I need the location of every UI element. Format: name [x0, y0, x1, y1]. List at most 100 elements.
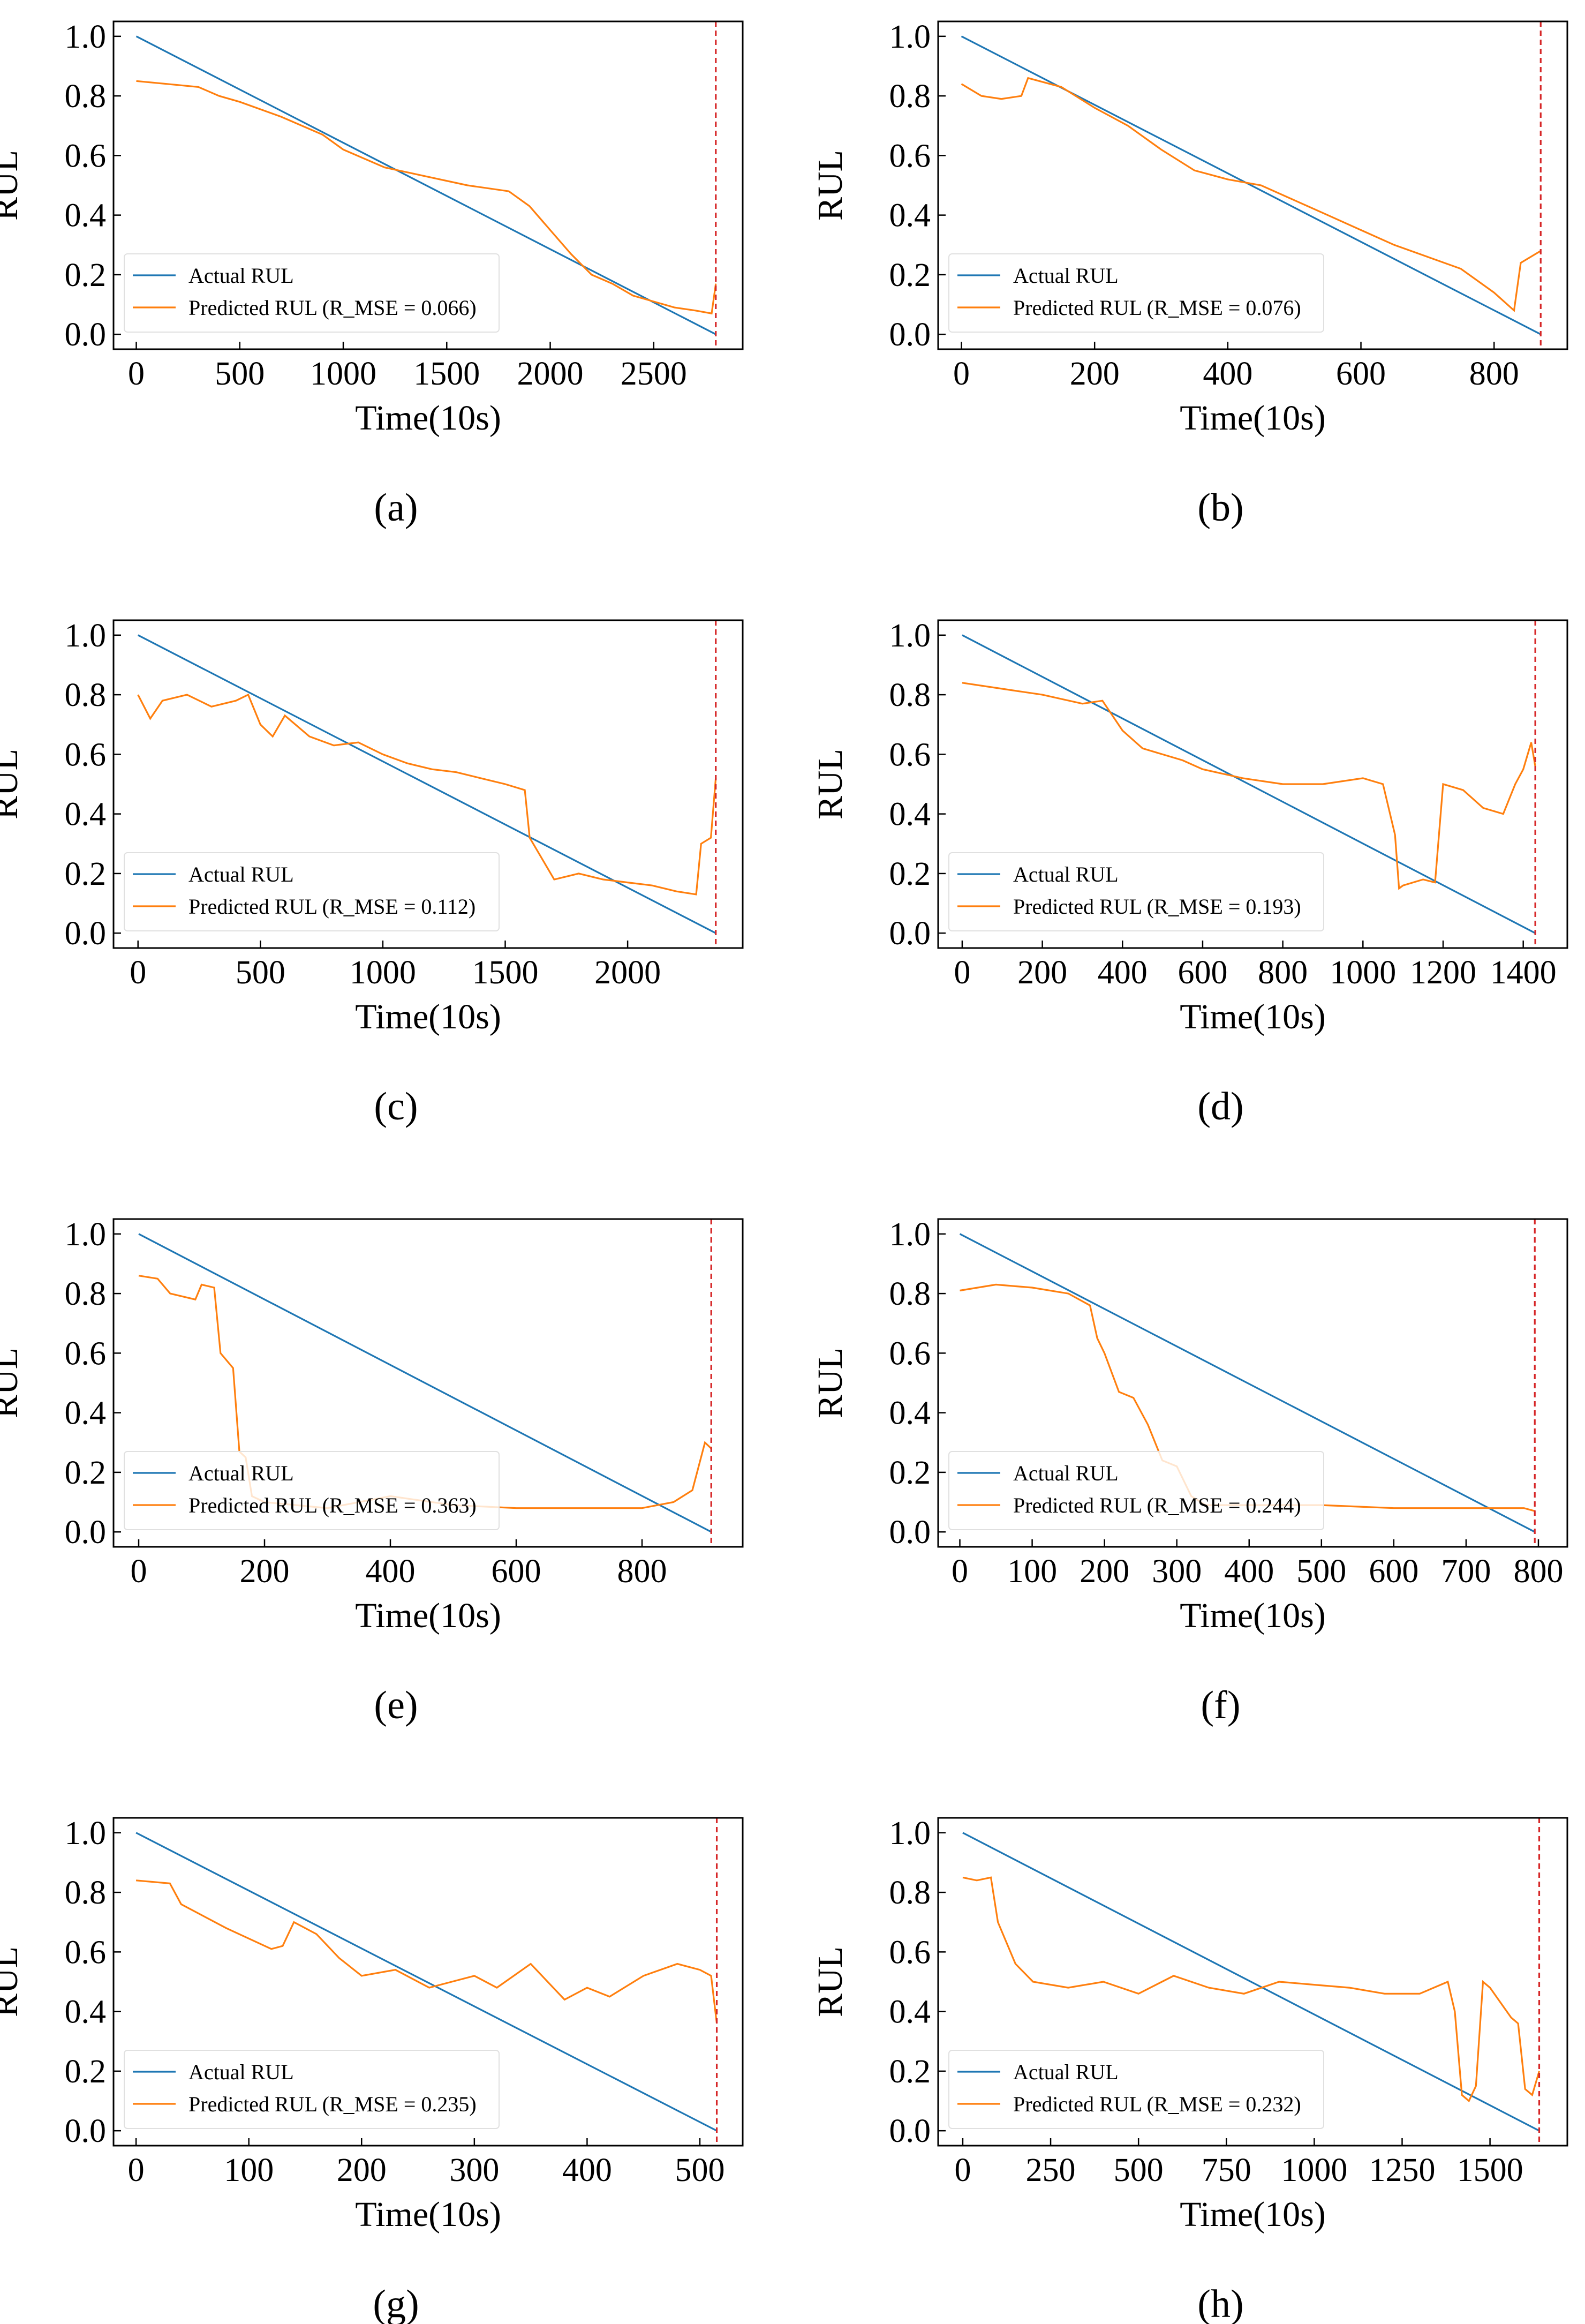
y-tick-label: 0.2: [65, 257, 107, 294]
y-tick-label: 0.2: [889, 2054, 931, 2090]
y-tick-label: 1.0: [65, 1815, 107, 1852]
x-tick-label: 0: [953, 356, 970, 392]
legend-actual-label: Actual RUL: [1013, 264, 1119, 288]
y-tick-label: 0.0: [889, 2113, 931, 2149]
x-tick-label: 600: [1369, 1553, 1418, 1590]
x-axis-label: Time(10s): [1180, 398, 1326, 438]
legend-predicted-label: Predicted RUL (R_MSE = 0.112): [188, 894, 476, 919]
chart-panel-h: 0 250 500 750 1000 1250 1500 0.0 0.2 0.4 0.6 0.8 1.0…: [811, 1815, 1568, 2324]
x-tick-label: 250: [1026, 2152, 1076, 2188]
x-tick-label: 200: [1070, 356, 1120, 392]
series-group: [962, 1832, 1541, 2132]
legend-predicted-label: Predicted RUL (R_MSE = 0.235): [188, 2092, 477, 2116]
y-tick-label: 0.2: [889, 1455, 931, 1491]
x-tick-label: 2000: [594, 954, 661, 991]
x-tick-label: 400: [562, 2152, 612, 2188]
legend-actual-label: Actual RUL: [188, 862, 294, 886]
y-tick-label: 0.4: [889, 796, 931, 833]
x-tick-label: 500: [236, 954, 285, 991]
plot-frame: [112, 1218, 744, 1548]
x-tick-label: 700: [1441, 1553, 1491, 1590]
y-tick-label: 0.8: [65, 677, 107, 713]
x-tick-label: 400: [366, 1553, 416, 1590]
chart-panel-a: 0 500 1000 1500 2000 2500 0.0 0.2 0.4 0.6 0.8 1.0 Ti…: [0, 19, 744, 530]
x-tick-label: 0: [954, 2152, 971, 2188]
y-tick-label: 0.4: [65, 1994, 107, 2030]
y-tick-label: 1.0: [65, 19, 107, 55]
panel-label: (f): [1201, 1683, 1241, 1727]
legend-box: [124, 2050, 500, 2129]
x-tick-label: 300: [449, 2152, 499, 2188]
y-tick-label: 0.0: [889, 1514, 931, 1551]
x-axis-label: Time(10s): [1180, 1596, 1326, 1635]
y-tick-label: 0.6: [889, 138, 931, 174]
y-tick-label: 0.6: [65, 1934, 107, 1970]
y-tick-label: 0.4: [65, 1395, 107, 1432]
legend-predicted-label: Predicted RUL (R_MSE = 0.244): [1013, 1493, 1301, 1517]
x-tick-label: 0: [128, 2152, 145, 2188]
chart-panel-c: 0 500 1000 1500 2000 0.0 0.2 0.4 0.6 0.8 1.0 Time(1…: [0, 618, 744, 1129]
x-tick-label: 500: [215, 356, 265, 392]
panel-label: (g): [373, 2282, 419, 2324]
x-tick-label: 0: [954, 954, 970, 991]
series-group: [135, 1832, 718, 2132]
chart-panel-f: 0 100 200 300 400 500 600 700 800 0.0 0.2 0.4 0.6 0.8…: [811, 1216, 1568, 1727]
actual-rul-line: [962, 634, 1536, 934]
y-tick-label: 0.8: [65, 78, 107, 115]
y-tick-label: 0.2: [889, 856, 931, 892]
x-tick-label: 200: [1080, 1553, 1129, 1590]
series-group: [135, 35, 717, 335]
legend-box: [948, 852, 1324, 931]
y-axis-label: RUL: [0, 1946, 25, 2017]
chart-panel-b: 0 200 400 600 800 0.0 0.2 0.4 0.6 0.8 1.0 Time(10s)…: [811, 19, 1568, 530]
y-axis-label: RUL: [811, 749, 850, 819]
predicted-rul-line: [137, 693, 717, 896]
plot-frame: [937, 619, 1568, 949]
actual-rul-line: [138, 1233, 712, 1533]
y-tick-label: 0.4: [65, 198, 107, 234]
plot-frame: [937, 1817, 1568, 2147]
legend-box: [124, 1451, 500, 1530]
x-tick-label: 750: [1202, 2152, 1251, 2188]
x-tick-label: 0: [952, 1553, 968, 1590]
legend-box: [124, 852, 500, 931]
actual-rul-line: [135, 35, 716, 335]
predicted-rul-line: [135, 1879, 718, 2024]
y-tick-label: 0.4: [889, 1994, 931, 2030]
plot-frame: [112, 1817, 744, 2147]
x-axis-label: Time(10s): [1180, 2195, 1326, 2234]
x-tick-label: 200: [1017, 954, 1067, 991]
y-tick-label: 0.0: [889, 317, 931, 353]
x-tick-label: 500: [1114, 2152, 1164, 2188]
y-tick-label: 0.6: [889, 736, 931, 773]
predicted-rul-line: [960, 1283, 1535, 1512]
y-tick-label: 0.6: [889, 1934, 931, 1970]
legend-actual-label: Actual RUL: [188, 264, 294, 288]
legend-box: [948, 2050, 1324, 2129]
y-axis-label: RUL: [811, 1946, 850, 2017]
y-tick-label: 0.2: [889, 257, 931, 294]
panel-label: (a): [374, 486, 418, 530]
y-axis-label: RUL: [0, 150, 25, 221]
panel-label: (c): [374, 1085, 418, 1129]
chart-panel-e: 0 200 400 600 800 0.0 0.2 0.4 0.6 0.8 1.0 Time(10s)…: [0, 1216, 744, 1727]
legend-predicted-label: Predicted RUL (R_MSE = 0.363): [188, 1493, 477, 1517]
x-tick-label: 800: [1258, 954, 1308, 991]
legend-predicted-label: Predicted RUL (R_MSE = 0.076): [1013, 296, 1301, 320]
y-tick-label: 0.8: [889, 78, 931, 115]
chart-panel-g: 0 100 200 300 400 500 0.0 0.2 0.4 0.6 0.8 1.0 Time(1…: [0, 1815, 744, 2324]
y-axis-label: RUL: [0, 749, 25, 819]
y-tick-label: 0.8: [65, 1875, 107, 1911]
series-group: [137, 634, 717, 934]
x-tick-label: 400: [1098, 954, 1148, 991]
y-tick-label: 0.0: [65, 2113, 107, 2149]
x-tick-label: 800: [617, 1553, 667, 1590]
y-tick-label: 1.0: [65, 618, 107, 654]
y-tick-label: 0.6: [65, 736, 107, 773]
x-tick-label: 600: [1178, 954, 1227, 991]
panel-label: (b): [1197, 486, 1243, 530]
y-tick-label: 0.4: [889, 1395, 931, 1432]
chart-panel-d: 0 200 400 600 800 1000 1200 1400 0.0 0.2 0.4 0.6 0.8…: [811, 618, 1568, 1129]
x-tick-label: 300: [1152, 1553, 1202, 1590]
x-axis-label: Time(10s): [1180, 997, 1326, 1036]
